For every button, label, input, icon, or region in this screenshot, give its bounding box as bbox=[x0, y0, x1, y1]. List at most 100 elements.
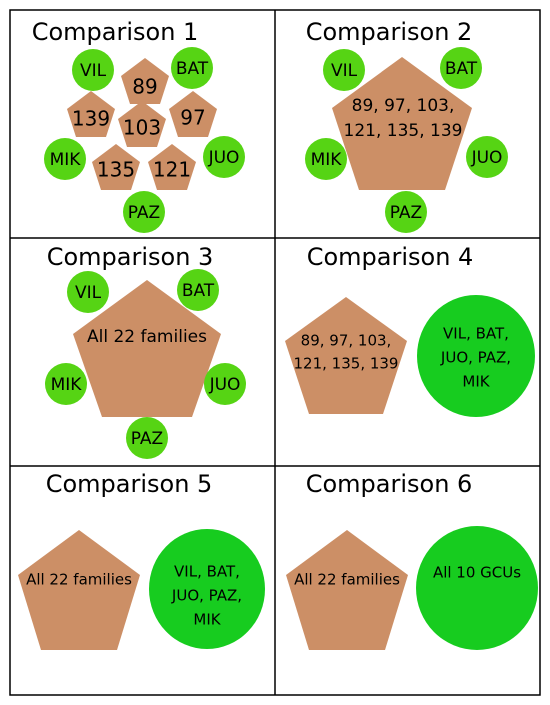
circle-node: MIK bbox=[44, 138, 86, 180]
circle-node: JUO bbox=[204, 363, 246, 405]
circle-shape bbox=[126, 417, 168, 459]
circle-node: PAZ bbox=[123, 191, 165, 233]
pentagon-label: All 22 families bbox=[26, 571, 132, 589]
pentagon-label-line-2: 121, 135, 139 bbox=[294, 355, 399, 373]
pentagon-label-line-1: 89, 97, 103, bbox=[301, 332, 392, 350]
circle-shape bbox=[123, 191, 165, 233]
circle-node: BAT bbox=[177, 269, 219, 311]
circle-label: MIK bbox=[50, 150, 82, 170]
pentagon-label: 97 bbox=[180, 106, 205, 130]
panel-title: Comparison 4 bbox=[307, 243, 474, 271]
panel-comparison-4: Comparison 4 89, 97, 103, 121, 135, 139 … bbox=[285, 243, 535, 417]
pentagon-label: 135 bbox=[97, 158, 135, 182]
circle-shape bbox=[72, 49, 114, 91]
circle-node: VIL bbox=[67, 271, 109, 313]
circle-node: PAZ bbox=[385, 191, 427, 233]
pentagon-node: All 22 families bbox=[73, 280, 221, 417]
circle-label-line-2: JUO, PAZ, bbox=[171, 587, 242, 605]
pentagon-shape bbox=[18, 530, 140, 650]
panel-comparison-3: Comparison 3 All 22 families VIL BAT MIK… bbox=[45, 243, 246, 459]
pentagon-label: All 22 families bbox=[294, 571, 400, 589]
pentagon-shape bbox=[169, 91, 217, 137]
circle-node: BAT bbox=[440, 47, 482, 89]
pentagon-label: 89 bbox=[132, 75, 157, 99]
pentagon-shape bbox=[92, 144, 140, 190]
circle-label: MIK bbox=[311, 150, 343, 170]
circle-shape bbox=[466, 136, 508, 178]
pentagon-node: 139 bbox=[67, 91, 115, 137]
circle-label: JUO bbox=[209, 375, 241, 395]
circle-label: VIL bbox=[75, 283, 102, 303]
panel-comparison-5: Comparison 5 All 22 families VIL, BAT, J… bbox=[18, 470, 265, 650]
pentagon-shape bbox=[332, 57, 472, 190]
circle-shape bbox=[149, 529, 265, 649]
circle-node: JUO bbox=[203, 136, 245, 178]
circle-label: PAZ bbox=[128, 203, 160, 223]
circle-shape bbox=[44, 138, 86, 180]
circle-node: VIL, BAT, JUO, PAZ, MIK bbox=[149, 529, 265, 649]
pentagon-label: All 22 families bbox=[87, 327, 207, 347]
circle-label: PAZ bbox=[390, 203, 422, 223]
circle-shape bbox=[203, 136, 245, 178]
circle-label-line-2: JUO, PAZ, bbox=[440, 349, 511, 367]
circle-shape bbox=[440, 47, 482, 89]
circle-shape bbox=[305, 138, 347, 180]
circle-node: VIL, BAT, JUO, PAZ, MIK bbox=[417, 295, 535, 417]
grid bbox=[9, 9, 541, 696]
circle-shape bbox=[416, 526, 538, 650]
circle-label: VIL bbox=[80, 61, 107, 81]
pentagon-label-line-1: 89, 97, 103, bbox=[352, 96, 455, 116]
circle-label: MIK bbox=[51, 375, 83, 395]
panel-title: Comparison 6 bbox=[306, 470, 473, 498]
pentagon-shape bbox=[286, 530, 408, 650]
circle-label: JUO bbox=[208, 148, 240, 168]
circle-node: BAT bbox=[171, 47, 213, 89]
circle-label-line-3: MIK bbox=[193, 611, 221, 629]
circle-label: PAZ bbox=[131, 429, 163, 449]
pentagon-node: 135 bbox=[92, 144, 140, 190]
circle-shape bbox=[177, 269, 219, 311]
pentagon-shape bbox=[148, 144, 196, 190]
pentagon-node: All 22 families bbox=[18, 530, 140, 650]
circle-node: VIL bbox=[323, 49, 365, 91]
circle-node: VIL bbox=[72, 49, 114, 91]
pentagon-label: 103 bbox=[123, 116, 161, 140]
circle-shape bbox=[45, 363, 87, 405]
panel-title: Comparison 3 bbox=[47, 243, 214, 271]
pentagon-label: 139 bbox=[72, 107, 110, 131]
circle-shape bbox=[417, 295, 535, 417]
panel-comparison-2: Comparison 2 89, 97, 103, 121, 135, 139 … bbox=[305, 18, 508, 233]
pentagon-node: 121 bbox=[148, 144, 196, 190]
pentagon-label-line-2: 121, 135, 139 bbox=[344, 121, 463, 141]
pentagon-node: 89, 97, 103, 121, 135, 139 bbox=[285, 297, 407, 414]
circle-node: All 10 GCUs bbox=[416, 526, 538, 650]
circle-node: MIK bbox=[305, 138, 347, 180]
circle-shape bbox=[323, 49, 365, 91]
panel-comparison-1: Comparison 1 89 139 103 97 135 121 VIL bbox=[32, 18, 245, 233]
circle-shape bbox=[171, 47, 213, 89]
pentagon-node: 97 bbox=[169, 91, 217, 137]
pentagon-shape bbox=[118, 101, 166, 147]
pentagon-node: 89, 97, 103, 121, 135, 139 bbox=[332, 57, 472, 190]
pentagon-node: 89 bbox=[121, 58, 169, 104]
circle-shape bbox=[204, 363, 246, 405]
circle-node: JUO bbox=[466, 136, 508, 178]
pentagon-node: All 22 families bbox=[286, 530, 408, 650]
pentagon-node: 103 bbox=[118, 101, 166, 147]
pentagon-label: 121 bbox=[153, 158, 191, 182]
panel-title: Comparison 5 bbox=[46, 470, 213, 498]
panel-title: Comparison 2 bbox=[306, 18, 473, 46]
panel-title: Comparison 1 bbox=[32, 18, 199, 46]
circle-label: VIL bbox=[331, 61, 358, 81]
pentagon-shape bbox=[73, 280, 221, 417]
circle-label-line-3: MIK bbox=[462, 373, 490, 391]
circle-label: JUO bbox=[471, 148, 503, 168]
pentagon-shape bbox=[67, 91, 115, 137]
circle-label: All 10 GCUs bbox=[433, 564, 521, 582]
circle-label: BAT bbox=[182, 281, 215, 301]
circle-node: MIK bbox=[45, 363, 87, 405]
circle-label-line-1: VIL, BAT, bbox=[443, 325, 509, 343]
circle-label-line-1: VIL, BAT, bbox=[174, 563, 240, 581]
circle-shape bbox=[67, 271, 109, 313]
